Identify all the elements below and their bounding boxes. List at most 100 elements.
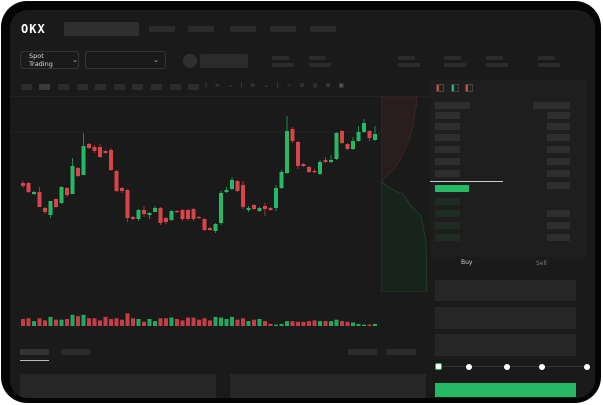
candlestick-chart[interactable] <box>10 96 382 336</box>
volume-bar <box>367 324 372 326</box>
volume-bar <box>114 318 119 326</box>
volume-bar <box>98 320 102 326</box>
okx-logo: OKX <box>21 22 46 36</box>
candle-body <box>230 180 234 189</box>
timeframe-button[interactable] <box>132 84 143 90</box>
volume-bar <box>70 314 75 326</box>
volume-bar <box>230 316 234 326</box>
timeframe-button[interactable] <box>188 84 199 90</box>
candle-body <box>274 188 278 208</box>
market-selector[interactable]: Spot Trading ⌄ <box>20 51 79 69</box>
volume-bar <box>37 318 42 326</box>
volume-bar <box>197 319 201 326</box>
total-input[interactable] <box>435 334 576 356</box>
pair-selector[interactable]: ⌄ <box>85 51 166 69</box>
tab-order-history[interactable] <box>61 349 90 355</box>
nav-item[interactable] <box>149 26 175 32</box>
stat-value <box>486 63 508 67</box>
chevron-down-icon: ⌄ <box>72 56 78 64</box>
volume-bar <box>274 324 278 326</box>
candle-body <box>208 228 212 230</box>
candle-body <box>21 183 25 186</box>
volume-bar <box>362 324 366 326</box>
nav-item[interactable] <box>310 26 336 32</box>
assets-panel <box>230 374 426 398</box>
volume-bar <box>48 316 53 326</box>
orderbook-bids-icon[interactable] <box>451 84 459 92</box>
nav-item[interactable] <box>270 26 296 32</box>
volume-bar <box>65 319 69 326</box>
candle-body <box>191 209 196 219</box>
volume-bar <box>26 318 31 326</box>
bid-size <box>547 210 570 217</box>
amount-input[interactable] <box>435 307 576 329</box>
search-bar[interactable] <box>64 22 139 36</box>
volume-bar <box>268 323 273 326</box>
volume-bar <box>219 317 223 326</box>
slider-track[interactable] <box>439 366 589 367</box>
timeframe-button[interactable] <box>114 84 125 90</box>
nav-item[interactable] <box>188 26 214 32</box>
slider-stop[interactable] <box>539 364 545 370</box>
bid-size <box>547 222 570 229</box>
divider <box>10 96 430 97</box>
stat-value <box>538 63 560 67</box>
candle-body <box>290 129 295 141</box>
timeframe-button[interactable] <box>21 84 32 90</box>
volume-bar <box>351 322 355 326</box>
slider-handle[interactable] <box>435 363 442 370</box>
orderbook-asks-icon[interactable] <box>465 84 473 92</box>
timeframe-button[interactable] <box>170 84 181 90</box>
chevron-down-icon: ⌄ <box>153 56 159 64</box>
nav-item[interactable] <box>230 26 256 32</box>
candle-body <box>197 217 201 219</box>
slider-stop[interactable] <box>466 364 472 370</box>
stat-value <box>272 63 294 67</box>
tab-open-orders[interactable] <box>20 349 49 355</box>
bid-price <box>435 234 460 241</box>
timeframe-button[interactable] <box>151 84 162 90</box>
filter-button[interactable] <box>348 349 377 355</box>
chart-tools[interactable]: | ∞ ⌄ | ⊳ ⌄ | ∼ ⊘ ◎ ⊕ ▣ <box>205 82 348 89</box>
candle-body <box>142 210 146 214</box>
candle-body <box>125 190 130 218</box>
candle-body <box>59 187 64 203</box>
candle-body <box>169 211 174 220</box>
volume-bar <box>301 321 306 326</box>
timeframe-button[interactable] <box>95 84 106 90</box>
filter-button[interactable] <box>387 349 416 355</box>
candle-body <box>76 168 80 176</box>
volume-bar <box>147 319 152 326</box>
volume-bar <box>87 318 91 326</box>
depth-chart <box>381 96 428 292</box>
volume-bar <box>279 323 284 326</box>
bid-size <box>547 234 570 241</box>
orderbook-both-icon[interactable] <box>436 84 444 92</box>
timeframe-button[interactable] <box>58 84 69 90</box>
price-input[interactable] <box>435 280 576 301</box>
volume-bar <box>340 321 344 326</box>
tab-buy[interactable]: Buy <box>461 259 473 266</box>
candle-body <box>131 217 135 219</box>
candle-body <box>175 211 179 213</box>
volume-bar <box>186 317 190 326</box>
candle-body <box>252 205 256 209</box>
stat-label <box>486 56 503 60</box>
timeframe-button-active[interactable] <box>39 84 50 90</box>
candle-body <box>114 171 119 191</box>
candle-body <box>367 131 372 138</box>
candle-body <box>213 224 218 231</box>
timeframe-button[interactable] <box>77 84 88 90</box>
tab-sell[interactable]: Sell <box>536 260 547 267</box>
volume-bar <box>32 321 36 326</box>
buy-button[interactable] <box>435 383 576 397</box>
depth-asks-area <box>381 96 418 183</box>
slider-stop[interactable] <box>584 364 590 370</box>
candle-body <box>164 218 168 222</box>
candle-body <box>356 132 361 141</box>
volume-bar <box>318 321 322 326</box>
candle-body <box>98 147 102 157</box>
volume-bar <box>235 319 240 326</box>
slider-stop[interactable] <box>504 364 510 370</box>
coin-icon <box>183 54 197 68</box>
